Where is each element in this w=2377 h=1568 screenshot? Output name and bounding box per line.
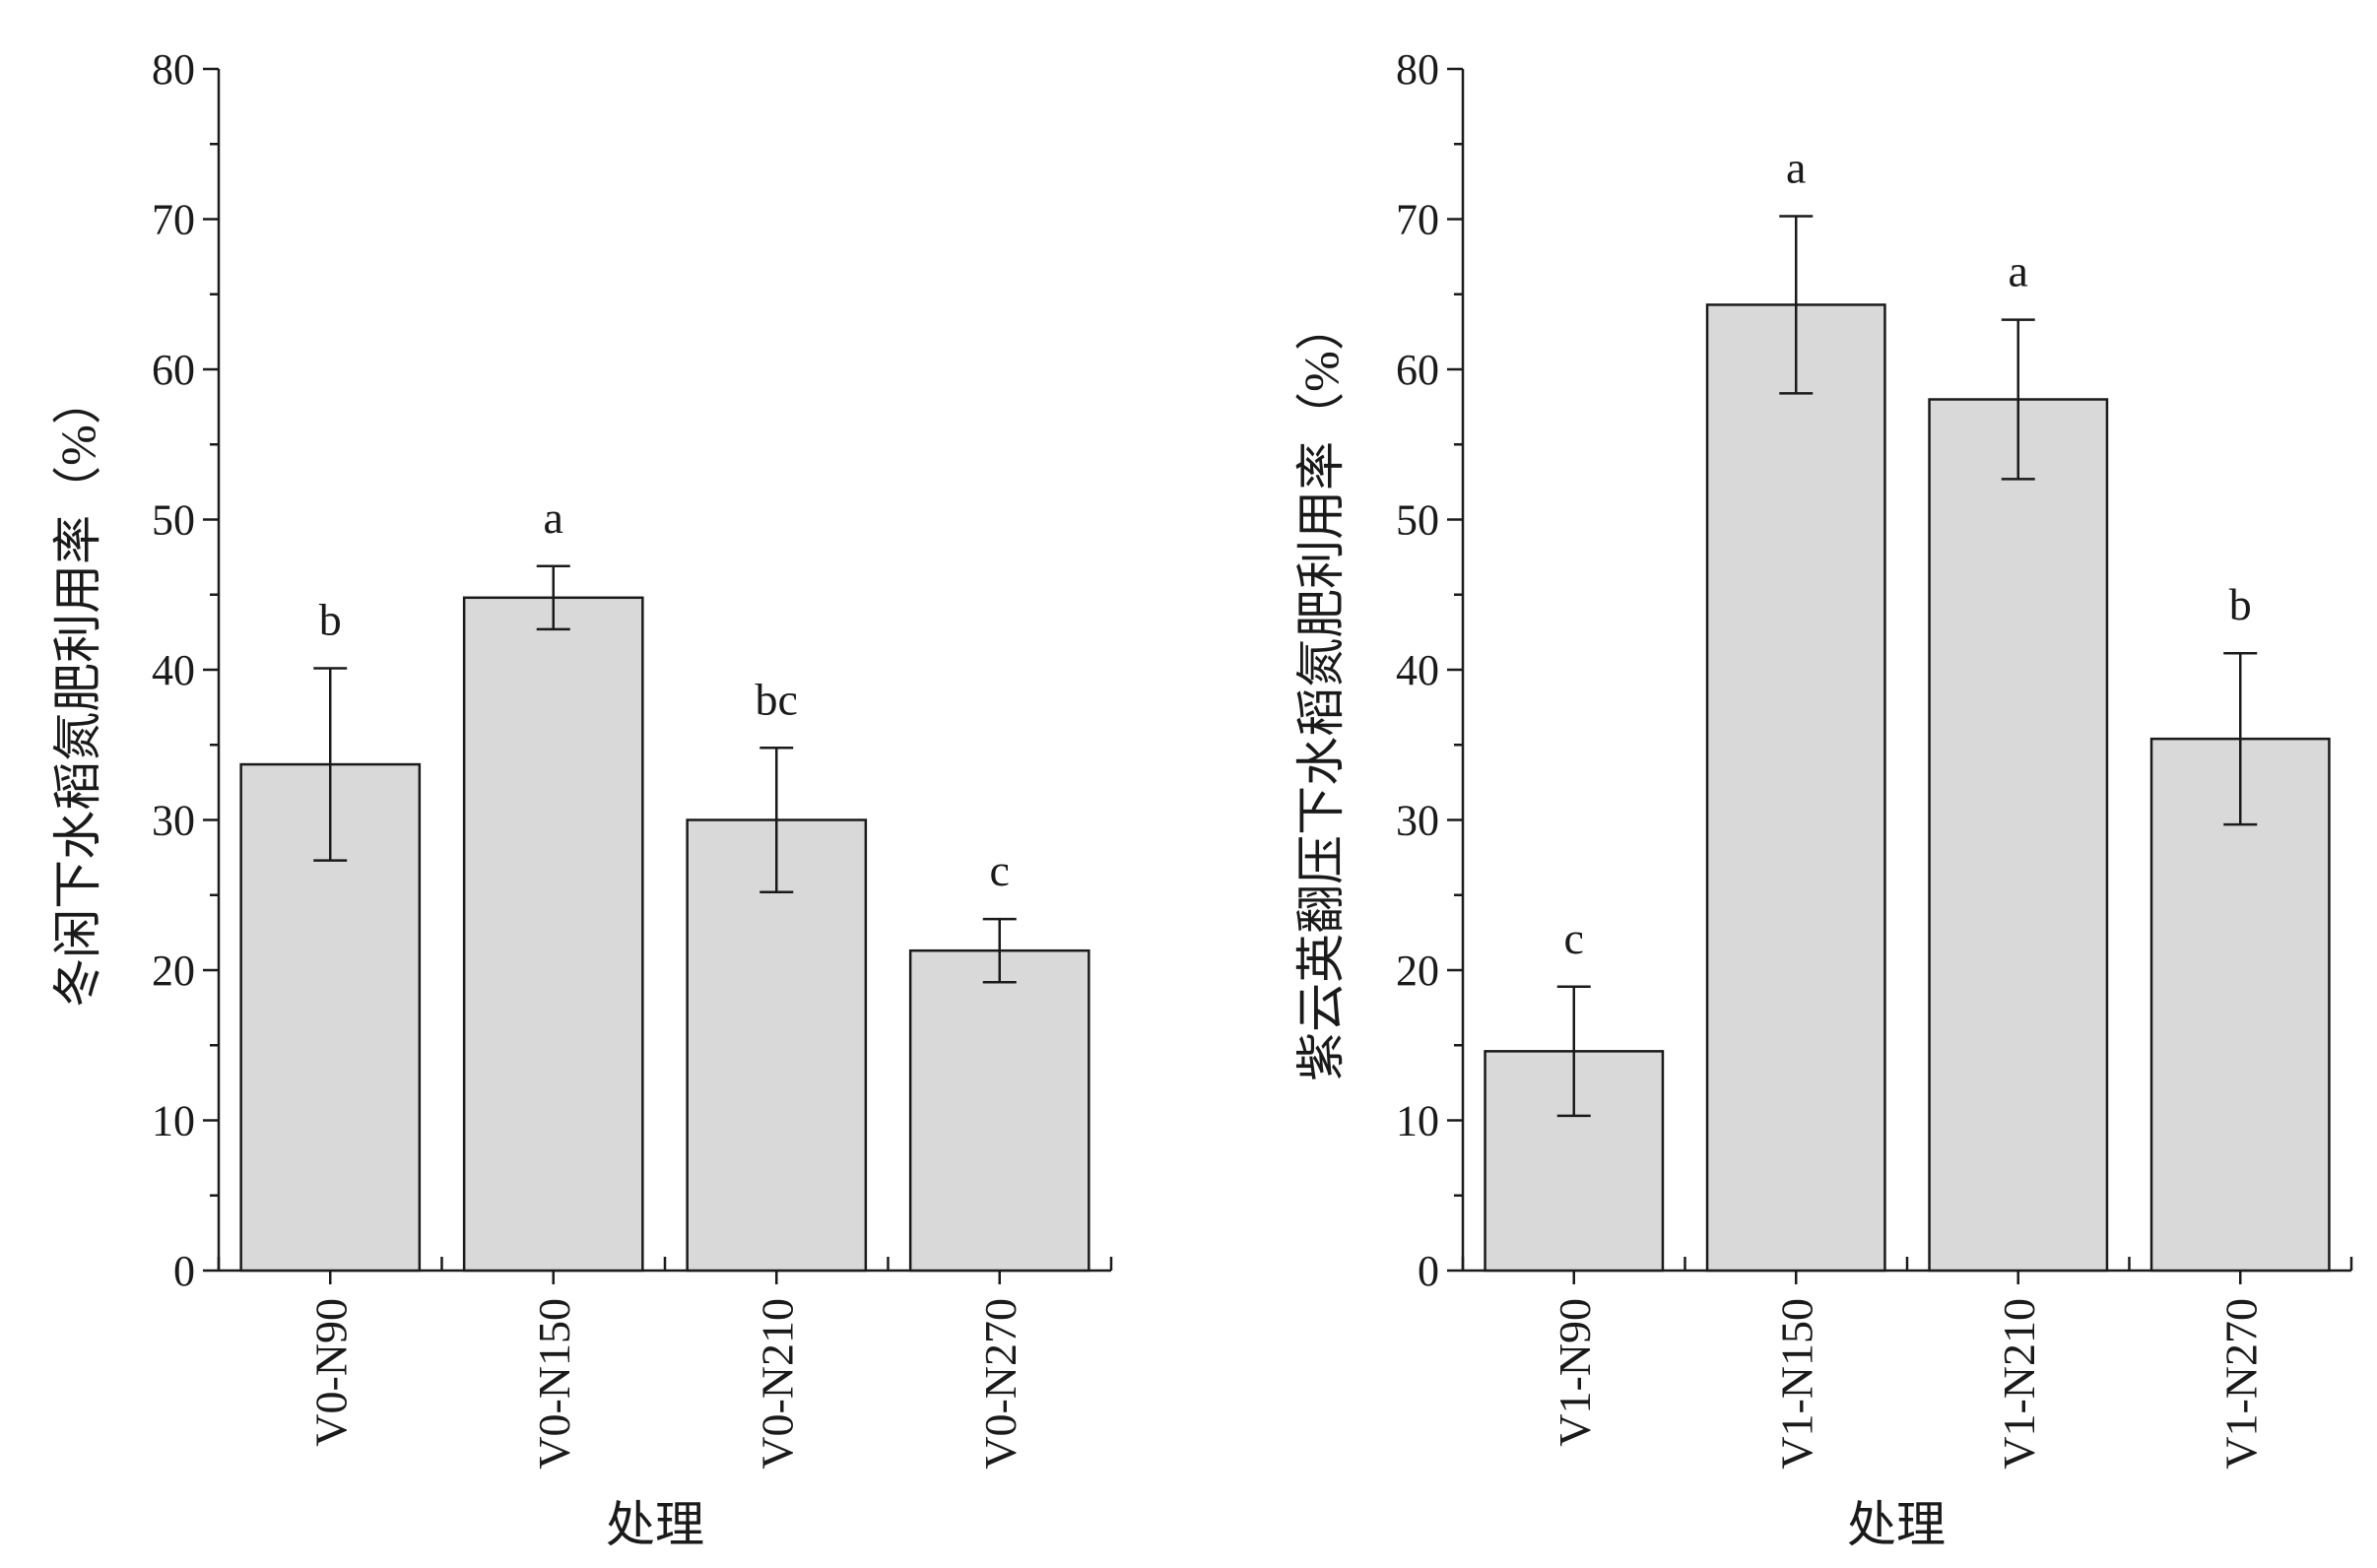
chart-left-bar bbox=[686, 818, 868, 1273]
chart-left-bar bbox=[239, 762, 422, 1273]
chart-right-ytick-label: 30 bbox=[1396, 797, 1439, 845]
chart-left-bar bbox=[462, 596, 644, 1273]
chart-right-category-label: V1-N210 bbox=[1994, 1298, 2044, 1470]
chart-right: 0 10 20 30 40 50 60 70 80 c V1-N90 a V1-N150 a V1-N210… bbox=[1293, 45, 2353, 1552]
chart-right-ytick-label: 10 bbox=[1396, 1097, 1439, 1145]
chart-right-ytick-label: 0 bbox=[1418, 1247, 1439, 1295]
chart-right-ytick-label: 40 bbox=[1396, 646, 1439, 694]
chart-left-ytick-label: 20 bbox=[152, 947, 195, 995]
chart-right-bar bbox=[1928, 398, 2109, 1273]
chart-left-xlabel: 处理 bbox=[606, 1497, 704, 1552]
chart-left-ytick-label: 80 bbox=[152, 45, 195, 94]
chart-left-category-label: V0-N90 bbox=[305, 1298, 356, 1447]
chart-right-significance-label: a bbox=[1786, 142, 1806, 192]
chart-left-marks: 0 10 20 30 40 50 60 70 80 b V0-N90 a V0-N150 bc V0-N21… bbox=[152, 45, 1113, 1470]
chart-right-marks: 0 10 20 30 40 50 60 70 80 c V1-N90 a V1-N150 a V1-N210… bbox=[1396, 45, 2353, 1470]
chart-right-category-label: V1-N270 bbox=[2215, 1298, 2266, 1470]
chart-right-bar bbox=[2149, 737, 2331, 1273]
chart-right-ytick-label: 70 bbox=[1396, 196, 1439, 244]
chart-right-ytick-label: 20 bbox=[1396, 947, 1439, 995]
chart-right-ytick-label: 50 bbox=[1396, 496, 1439, 545]
chart-left-significance-label: b bbox=[319, 594, 342, 644]
chart-right-significance-label: a bbox=[2009, 246, 2028, 296]
chart-left-ylabel: 冬闲下水稻氮肥利用率（%） bbox=[50, 375, 105, 1008]
chart-left-bar bbox=[908, 948, 1090, 1273]
chart-left-significance-label: c bbox=[990, 845, 1010, 895]
chart-left-significance-label: a bbox=[544, 492, 563, 543]
chart-right-bar bbox=[1705, 303, 1886, 1273]
chart-left-category-label: V0-N150 bbox=[529, 1298, 579, 1470]
chart-right-category-label: V1-N150 bbox=[1771, 1298, 1821, 1470]
chart-right-ytick-label: 60 bbox=[1396, 346, 1439, 394]
chart-left-ytick-label: 50 bbox=[152, 496, 195, 545]
chart-left-ytick-label: 70 bbox=[152, 196, 195, 244]
chart-left-ytick-label: 60 bbox=[152, 346, 195, 394]
chart-right-ylabel: 紫云英翻压下水稻氮肥利用率（%） bbox=[1293, 301, 1349, 1081]
chart-left-category-label: V0-N270 bbox=[975, 1298, 1025, 1470]
chart-right-significance-label: c bbox=[1564, 913, 1584, 963]
chart-right-significance-label: b bbox=[2229, 579, 2252, 629]
chart-left-ytick-label: 0 bbox=[173, 1247, 195, 1295]
chart-left-ytick-label: 40 bbox=[152, 646, 195, 694]
chart-right-category-label: V1-N90 bbox=[1550, 1298, 1600, 1447]
chart-left-significance-label: bc bbox=[756, 674, 798, 724]
chart-right-xlabel: 处理 bbox=[1847, 1497, 1946, 1552]
chart-left-category-label: V0-N210 bbox=[752, 1298, 802, 1470]
chart-right-ytick-label: 80 bbox=[1396, 45, 1439, 94]
chart-left-ytick-label: 10 bbox=[152, 1097, 195, 1145]
chart-left: 0 10 20 30 40 50 60 70 80 b V0-N90 a V0-N150 bc V0-N21… bbox=[50, 45, 1113, 1552]
chart-left-ytick-label: 30 bbox=[152, 797, 195, 845]
